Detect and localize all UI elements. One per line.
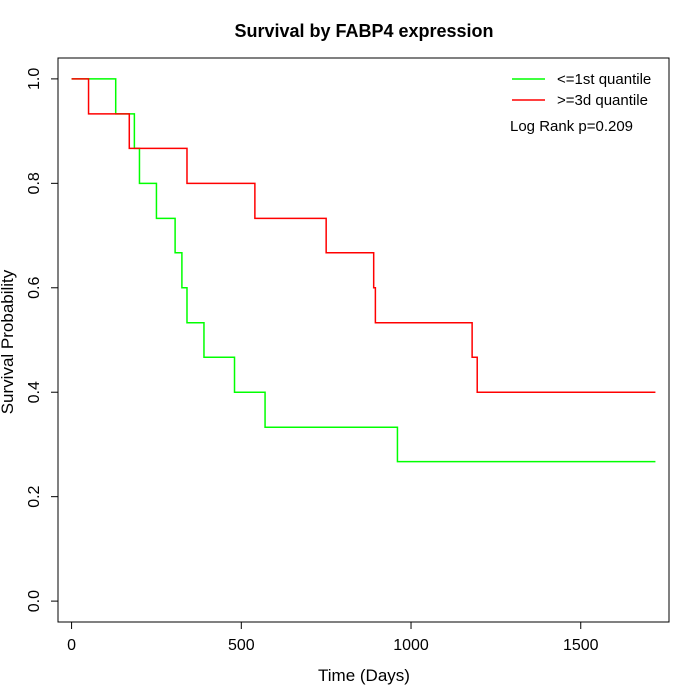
x-tick-label: 1000 [393, 637, 429, 654]
y-tick-label: 1.0 [26, 68, 43, 90]
chart-title: Survival by FABP4 expression [234, 21, 493, 41]
legend-label-high: >=3d quantile [557, 92, 648, 109]
x-tick-label: 500 [228, 637, 255, 654]
y-axis-label: Survival Probability [0, 269, 17, 414]
legend: <=1st quantile >=3d quantile [512, 71, 651, 109]
legend-label-low: <=1st quantile [557, 71, 651, 88]
x-tick-label: 0 [67, 637, 76, 654]
x-axis-label: Time (Days) [318, 666, 410, 685]
y-tick-label: 0.6 [26, 277, 43, 299]
plot-frame [57, 57, 670, 623]
series-layer [71, 78, 656, 463]
log-rank-annotation: Log Rank p=0.209 [510, 118, 633, 135]
survival-curve-low [71, 78, 656, 463]
survival-curve-high [71, 78, 656, 393]
y-tick-label: 0.2 [26, 485, 43, 507]
y-tick-label: 0.4 [26, 381, 43, 403]
y-axis: 0.0 0.2 0.4 0.6 0.8 1.0 [26, 68, 59, 612]
x-tick-label: 1500 [563, 637, 599, 654]
y-tick-label: 0.8 [26, 172, 43, 194]
y-tick-label: 0.0 [26, 590, 43, 612]
x-axis: 0 500 1000 1500 [67, 621, 599, 654]
